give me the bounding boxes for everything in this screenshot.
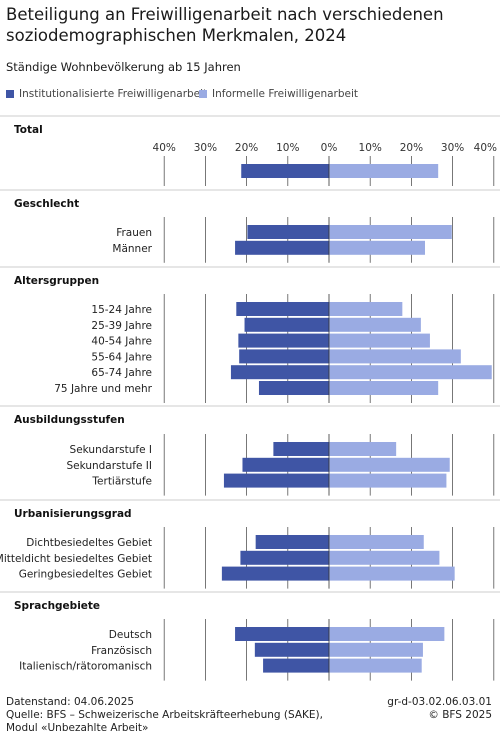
footer-date: Datenstand: 04.06.2025 bbox=[6, 696, 135, 708]
bar-institutional bbox=[244, 317, 329, 332]
bar-institutional bbox=[255, 535, 329, 549]
group-header: Ausbildungsstufen bbox=[14, 414, 125, 426]
legend-swatch-institutional bbox=[6, 90, 14, 98]
legend-item-institutional[interactable]: Institutionalisierte Freiwilligenarbeit bbox=[6, 88, 207, 100]
x-tick-label: 40% bbox=[153, 142, 176, 154]
row-label: Sekundarstufe I bbox=[70, 444, 152, 456]
row-label: Männer bbox=[112, 243, 152, 255]
row-label: Französisch bbox=[91, 645, 152, 657]
bar-informal bbox=[329, 658, 422, 673]
group-header: Total bbox=[14, 124, 43, 136]
legend-item-informal[interactable]: Informelle Freiwilligenarbeit bbox=[199, 88, 358, 100]
row-label: Italienisch/rätoromanisch bbox=[19, 661, 152, 673]
bar-informal bbox=[329, 457, 450, 472]
legend-label-informal: Informelle Freiwilligenarbeit bbox=[212, 88, 359, 100]
bar-institutional bbox=[235, 627, 329, 641]
chart-title: Beteiligung an Freiwilligenarbeit nach v… bbox=[6, 5, 444, 45]
bar-institutional bbox=[258, 381, 329, 395]
group-header: Altersgruppen bbox=[14, 275, 99, 287]
bar-informal bbox=[329, 642, 423, 657]
x-tick-label: 20% bbox=[400, 142, 423, 154]
row-label: Geringbesiedeltes Gebiet bbox=[19, 569, 152, 581]
x-tick-label: 10% bbox=[359, 142, 382, 154]
footer-chart-code: gr-d-03.02.06.03.01 bbox=[387, 696, 492, 708]
bar-institutional bbox=[236, 302, 329, 316]
group-header: Geschlecht bbox=[14, 198, 79, 210]
x-tick-label: 30% bbox=[441, 142, 464, 154]
row-label: Sekundarstufe II bbox=[66, 460, 152, 472]
x-tick-label: 10% bbox=[276, 142, 299, 154]
bar-informal bbox=[329, 566, 455, 581]
row-label: Deutsch bbox=[109, 629, 152, 641]
bar-informal bbox=[329, 349, 461, 364]
row-label: Frauen bbox=[116, 227, 152, 239]
bar-institutional bbox=[254, 642, 329, 657]
bar-informal bbox=[329, 302, 403, 316]
row-label: Dichtbesiedeltes Gebiet bbox=[26, 537, 152, 549]
bar-institutional bbox=[247, 225, 329, 239]
bar-informal bbox=[329, 442, 397, 456]
bar-institutional bbox=[242, 457, 329, 472]
bar-informal bbox=[329, 365, 492, 380]
bar-informal bbox=[329, 627, 445, 641]
row-label: 75 Jahre und mehr bbox=[54, 383, 152, 395]
bar-institutional bbox=[221, 566, 329, 581]
x-tick-label: 30% bbox=[194, 142, 217, 154]
x-tick-label: 20% bbox=[235, 142, 258, 154]
bar-informal bbox=[329, 333, 430, 348]
bar-informal bbox=[329, 473, 447, 488]
footer-copyright: © BFS 2025 bbox=[428, 709, 492, 721]
bar-institutional bbox=[235, 240, 329, 255]
bar-institutional bbox=[238, 333, 329, 348]
footer-code: gr-d-03.02.06.03.01 © BFS 2025 bbox=[387, 696, 492, 722]
bar-informal bbox=[329, 240, 425, 255]
bar-informal bbox=[329, 225, 452, 239]
row-label: 55-64 Jahre bbox=[91, 351, 152, 363]
bar-informal bbox=[329, 164, 439, 178]
bar-institutional bbox=[240, 550, 329, 565]
row-label: 40-54 Jahre bbox=[91, 336, 152, 348]
bar-institutional bbox=[241, 164, 329, 178]
group-header: Sprachgebiete bbox=[14, 600, 100, 612]
row-label: 25-39 Jahre bbox=[91, 320, 152, 332]
footer-source: Datenstand: 04.06.2025 Quelle: BFS – Sch… bbox=[6, 696, 336, 735]
bar-institutional bbox=[223, 473, 329, 488]
bar-institutional bbox=[263, 658, 329, 673]
x-tick-label: 0% bbox=[321, 142, 338, 154]
x-tick-label: 40% bbox=[474, 142, 497, 154]
footer-source-text: Quelle: BFS – Schweizerische Arbeitskräf… bbox=[6, 709, 323, 734]
row-label: 15-24 Jahre bbox=[91, 304, 152, 316]
bar-informal bbox=[329, 535, 424, 549]
bar-informal bbox=[329, 381, 439, 395]
bar-informal bbox=[329, 550, 440, 565]
legend-label-institutional: Institutionalisierte Freiwilligenarbeit bbox=[19, 88, 208, 100]
bar-institutional bbox=[230, 365, 329, 380]
row-label: 65-74 Jahre bbox=[91, 367, 152, 379]
row-label: Tertiärstufe bbox=[91, 476, 152, 488]
bar-informal bbox=[329, 317, 421, 332]
bar-institutional bbox=[273, 442, 329, 456]
chart-subtitle: Ständige Wohnbevölkerung ab 15 Jahren bbox=[6, 60, 241, 74]
group-header: Urbanisierungsgrad bbox=[14, 508, 132, 520]
bar-institutional bbox=[239, 349, 329, 364]
row-label: Mitteldicht besiedeltes Gebiet bbox=[0, 553, 152, 565]
legend-swatch-informal bbox=[199, 90, 207, 98]
bar-chart: 40% 30% 20% 10% 0% 10% 20% 30% 40% Total Geschlech… bbox=[0, 115, 500, 681]
